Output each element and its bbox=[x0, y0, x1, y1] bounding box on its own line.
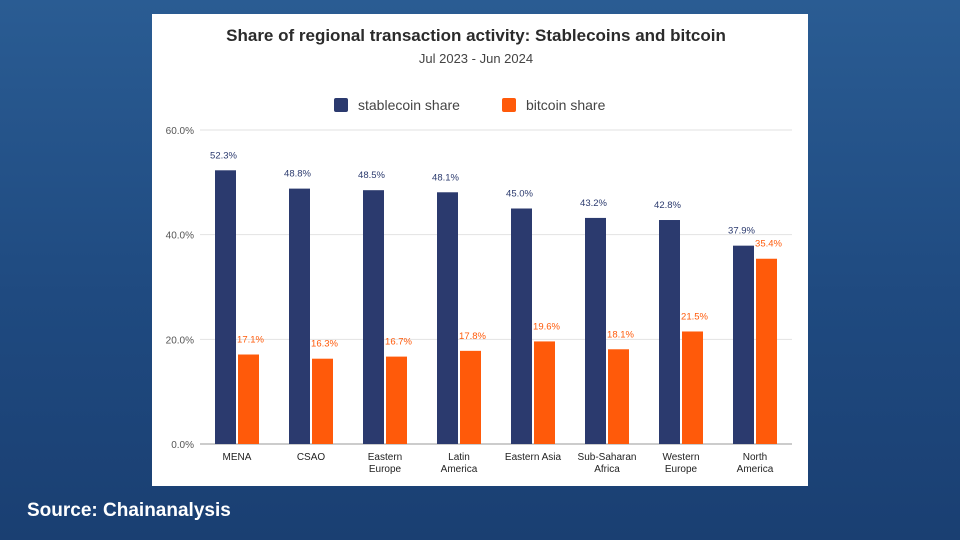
stablecoin-bar bbox=[511, 208, 532, 444]
bitcoin-data-label: 17.8% bbox=[459, 331, 486, 342]
bitcoin-data-label: 16.3% bbox=[311, 339, 338, 350]
bitcoin-bar bbox=[608, 349, 629, 444]
legend: stablecoin share bitcoin share bbox=[334, 97, 606, 113]
legend-swatch bbox=[502, 98, 516, 112]
x-tick-label-line: North bbox=[743, 452, 767, 463]
stablecoin-bar bbox=[363, 190, 384, 444]
stablecoin-data-label: 37.9% bbox=[728, 226, 755, 237]
chart-title: Share of regional transaction activity: … bbox=[226, 26, 726, 45]
bitcoin-data-label: 16.7% bbox=[385, 337, 412, 348]
x-tick-label: CSAO bbox=[297, 452, 326, 463]
legend-label: bitcoin share bbox=[526, 97, 606, 113]
x-tick-label-line: Europe bbox=[665, 464, 698, 475]
y-tick-label: 0.0% bbox=[171, 440, 194, 451]
stablecoin-bar bbox=[733, 245, 754, 444]
x-tick-label-line: Europe bbox=[369, 464, 402, 475]
x-tick-label-line: America bbox=[737, 464, 774, 475]
bitcoin-data-label: 18.1% bbox=[607, 329, 634, 340]
y-tick-label: 60.0% bbox=[166, 126, 194, 137]
bitcoin-bar bbox=[534, 341, 555, 444]
x-tick-label: MENA bbox=[223, 452, 252, 463]
x-tick-label: Eastern Europe bbox=[368, 452, 402, 475]
stablecoin-bar bbox=[437, 192, 458, 444]
x-tick-label: Eastern Asia bbox=[505, 452, 562, 463]
chart-subtitle: Jul 2023 - Jun 2024 bbox=[419, 51, 533, 66]
source-label: Source: Chainanalysis bbox=[27, 500, 231, 521]
legend-swatch bbox=[334, 98, 348, 112]
bitcoin-bar bbox=[682, 331, 703, 444]
bitcoin-bar bbox=[386, 356, 407, 444]
stablecoin-bar bbox=[289, 188, 310, 444]
stablecoin-data-label: 48.8% bbox=[284, 169, 311, 180]
stablecoin-data-label: 48.5% bbox=[358, 170, 385, 181]
x-tick-label-line: Sub-Saharan bbox=[578, 452, 637, 463]
chart-card: Share of regional transaction activity: … bbox=[152, 14, 808, 486]
x-tick-label-line: America bbox=[441, 464, 478, 475]
bitcoin-bar bbox=[756, 258, 777, 444]
bitcoin-data-label: 35.4% bbox=[755, 239, 782, 250]
bitcoin-data-label: 17.1% bbox=[237, 335, 264, 346]
stablecoin-data-label: 43.2% bbox=[580, 198, 607, 209]
stablecoin-data-label: 42.8% bbox=[654, 200, 681, 211]
y-tick-label: 40.0% bbox=[166, 231, 194, 242]
x-tick-label-line: Latin bbox=[448, 452, 470, 463]
stablecoin-bar bbox=[215, 170, 236, 444]
bars: 52.3% 17.1% 48.8% 16.3% 48.5% 16.7% 48.1% 17.8%… bbox=[210, 150, 783, 444]
bitcoin-data-label: 21.5% bbox=[681, 311, 708, 322]
stablecoin-data-label: 52.3% bbox=[210, 150, 237, 161]
x-tick-label-line: Western bbox=[662, 452, 699, 463]
stablecoin-bar bbox=[659, 220, 680, 444]
x-tick-label-line: CSAO bbox=[297, 452, 326, 463]
chart: Share of regional transaction activity: … bbox=[166, 26, 792, 475]
x-tick-label-line: Africa bbox=[594, 464, 620, 475]
x-tick-label-line: Eastern bbox=[368, 452, 402, 463]
x-tick-label: North America bbox=[737, 452, 774, 475]
y-axis: 0.0% 20.0% 40.0% 60.0% bbox=[166, 126, 194, 451]
x-tick-label-line: MENA bbox=[223, 452, 252, 463]
bitcoin-data-label: 19.6% bbox=[533, 321, 560, 332]
x-tick-label: Latin America bbox=[441, 452, 478, 475]
x-tick-label: Sub-Saharan Africa bbox=[578, 452, 637, 475]
bitcoin-bar bbox=[312, 358, 333, 444]
legend-label: stablecoin share bbox=[358, 97, 460, 113]
legend-item-stablecoin: stablecoin share bbox=[334, 97, 460, 113]
stablecoin-data-label: 48.1% bbox=[432, 172, 459, 183]
bitcoin-bar bbox=[460, 350, 481, 444]
stablecoin-data-label: 45.0% bbox=[506, 189, 533, 200]
x-tick-label-line: Eastern Asia bbox=[505, 452, 562, 463]
x-tick-label: Western Europe bbox=[662, 452, 699, 475]
y-tick-label: 20.0% bbox=[166, 335, 194, 346]
bitcoin-bar bbox=[238, 354, 259, 444]
stablecoin-bar bbox=[585, 217, 606, 444]
legend-item-bitcoin: bitcoin share bbox=[502, 97, 606, 113]
